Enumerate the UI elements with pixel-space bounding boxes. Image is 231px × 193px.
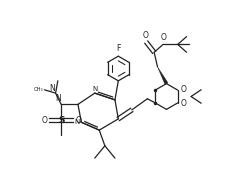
Text: O: O: [142, 31, 148, 40]
Text: N: N: [55, 94, 61, 103]
Text: O: O: [180, 85, 186, 94]
Text: CH₃: CH₃: [34, 87, 43, 92]
Text: N: N: [92, 86, 97, 92]
Text: O: O: [41, 116, 47, 124]
Text: F: F: [116, 44, 121, 53]
Polygon shape: [158, 67, 168, 84]
Text: S: S: [58, 116, 64, 124]
Text: N: N: [49, 84, 55, 93]
Text: O: O: [180, 99, 186, 108]
Text: O: O: [75, 116, 81, 124]
Text: O: O: [160, 33, 166, 42]
Text: N: N: [74, 119, 80, 125]
